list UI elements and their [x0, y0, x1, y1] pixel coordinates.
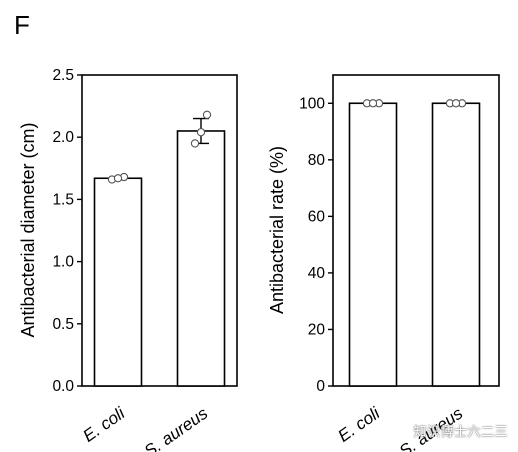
panel-label: F: [14, 10, 30, 40]
chart-antibacterial-rate: 0 20 40 60 80 100 Antibacterial rate (%) E. col…: [267, 74, 500, 452]
plot-frame: [81, 74, 238, 387]
watermark: 知识博士六二三: [413, 424, 508, 439]
y-tick-label: 0: [316, 378, 325, 395]
x-category-label: E. coli: [334, 403, 384, 446]
y-tick-label: 2.5: [52, 67, 74, 84]
bar: [348, 102, 398, 387]
y-tick-label: 0.5: [52, 316, 74, 333]
y-tick-label: 100: [299, 95, 325, 112]
x-category-label: E. coli: [79, 403, 129, 446]
data-point: [368, 99, 378, 108]
y-tick-label: 1.0: [52, 254, 74, 271]
y-tick-label: 80: [308, 152, 326, 169]
data-point: [451, 99, 461, 108]
x-category-label: S. aureus: [141, 403, 212, 452]
y-axis-title: Antibacterial rate (%): [267, 146, 287, 314]
data-point: [196, 128, 206, 137]
y-tick-label: 20: [308, 321, 326, 338]
bar: [431, 102, 481, 387]
y-tick-label: 60: [308, 208, 326, 225]
y-tick-label: 1.5: [52, 191, 74, 208]
chart-antibacterial-diameter: 0.0 0.5 1.0 1.5 2.0 2.5 Antibacterial diameter…: [18, 67, 238, 452]
plot-frame: [332, 74, 500, 387]
y-tick-label: 0.0: [52, 378, 74, 395]
data-point: [190, 139, 200, 148]
data-point: [113, 174, 123, 183]
bar: [93, 177, 143, 387]
y-tick-label: 2.0: [52, 129, 74, 146]
y-axis-title: Antibacterial diameter (cm): [18, 122, 38, 337]
bar: [176, 130, 226, 387]
y-tick-label: 40: [308, 265, 326, 282]
data-point: [202, 110, 212, 119]
